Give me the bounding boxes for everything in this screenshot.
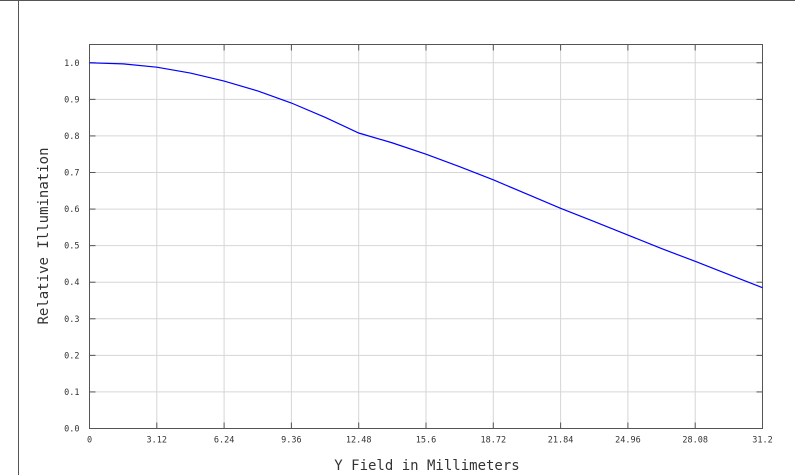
x-tick-label: 31.2	[752, 436, 772, 446]
x-tick-label: 0	[87, 436, 92, 446]
y-tick-label: 0.2	[64, 351, 79, 361]
tick-labels: 0 3.12 6.24 9.36 12.48 15.6 18.72 21.84 24.96 28.…	[64, 59, 773, 446]
x-tick-label: 18.72	[481, 436, 507, 446]
series-line	[89, 62, 763, 289]
y-tick-label: 0.6	[64, 205, 79, 215]
y-tick-label: 0.1	[64, 388, 79, 398]
x-tick-label: 6.24	[214, 436, 234, 446]
series-layer	[89, 62, 763, 289]
ticks	[89, 44, 763, 429]
x-axis-title: Y Field in Millimeters	[334, 458, 519, 474]
y-tick-label: 0.8	[64, 132, 79, 142]
y-tick-label: 0.4	[64, 278, 79, 288]
x-tick-label: 9.36	[281, 436, 301, 446]
x-tick-label: 15.6	[416, 436, 436, 446]
x-tick-label: 28.08	[682, 436, 708, 446]
x-tick-label: 12.48	[346, 436, 372, 446]
x-tick-label: 21.84	[548, 436, 574, 446]
y-axis-title: Relative Illumination	[36, 147, 52, 324]
y-tick-label: 0.9	[64, 95, 79, 105]
grid	[89, 44, 763, 429]
y-tick-label: 0.5	[64, 242, 79, 252]
y-tick-label: 0.0	[64, 425, 79, 435]
x-tick-label: 3.12	[147, 436, 167, 446]
x-tick-label: 24.96	[615, 436, 641, 446]
y-tick-label: 1.0	[64, 59, 79, 69]
y-tick-label: 0.3	[64, 315, 79, 325]
y-tick-label: 0.7	[64, 169, 79, 179]
